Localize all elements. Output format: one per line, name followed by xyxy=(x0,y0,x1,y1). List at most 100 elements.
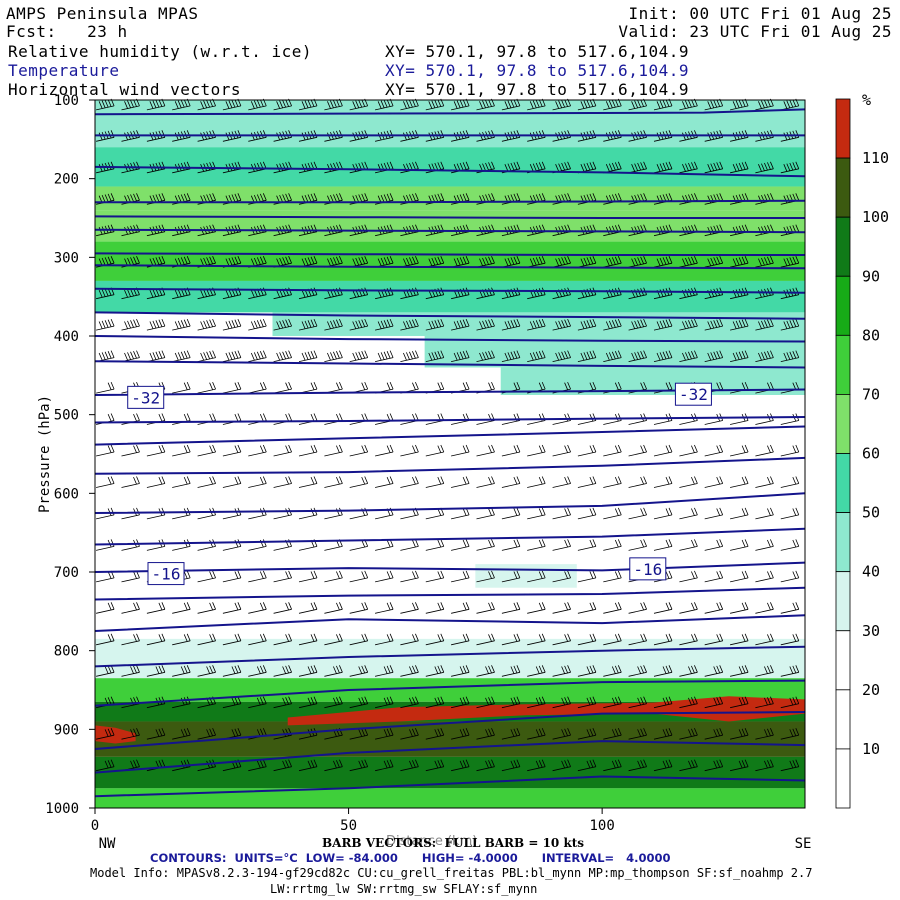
x-end-label-right: SE xyxy=(795,836,812,852)
header-init: Init: 00 UTC Fri 01 Aug 25 xyxy=(628,4,892,23)
wind-barb xyxy=(197,476,216,488)
isotherm-label-box-0 xyxy=(127,385,165,409)
wind-barb xyxy=(704,224,724,237)
wind-barb xyxy=(552,665,571,677)
wind-barb xyxy=(375,350,394,362)
isotherm-label-2: -16 xyxy=(152,565,181,584)
wind-barb xyxy=(603,633,622,646)
wind-barb xyxy=(400,98,419,111)
wind-barb xyxy=(628,98,647,111)
wind-barb xyxy=(577,224,597,237)
colorbar-unit: % xyxy=(862,91,871,109)
wind-barb xyxy=(197,602,216,614)
wind-barb xyxy=(603,444,622,457)
wind-barb xyxy=(679,602,698,614)
wind-barb xyxy=(755,665,774,677)
wind-barb xyxy=(197,318,216,331)
wind-barb xyxy=(755,633,774,646)
colorbar-label: 20 xyxy=(862,681,880,699)
wind-barb xyxy=(552,728,571,740)
wind-barb xyxy=(679,728,698,740)
wind-barb xyxy=(349,728,369,740)
wind-barb xyxy=(603,476,622,488)
wind-barb xyxy=(679,161,698,174)
wind-barb xyxy=(552,507,571,520)
wind-barb xyxy=(298,98,318,111)
wind-barb xyxy=(527,539,546,551)
wind-barb xyxy=(501,224,521,237)
wind-barb xyxy=(577,696,597,709)
rh-band-10 xyxy=(95,638,805,679)
wind-barb xyxy=(349,602,369,614)
isotherm-3 xyxy=(95,199,806,204)
wind-barb xyxy=(146,696,166,709)
wind-barb xyxy=(628,507,647,520)
wind-barb xyxy=(248,350,267,362)
wind-barb xyxy=(780,539,800,551)
wind-barb xyxy=(222,476,242,488)
wind-barb xyxy=(476,350,495,362)
wind-barb xyxy=(222,318,242,331)
wind-barb xyxy=(222,570,242,583)
wind-barb xyxy=(96,602,115,614)
wind-barb xyxy=(451,224,470,237)
wind-barb xyxy=(222,444,242,457)
wind-barb xyxy=(248,696,267,709)
wind-barb xyxy=(577,602,597,614)
wind-barb xyxy=(730,570,749,583)
wind-barb xyxy=(400,444,419,457)
wind-barb xyxy=(755,161,774,174)
wind-barb xyxy=(96,350,115,362)
rh-max-patch-0 xyxy=(287,696,805,726)
y-tick-label: 700 xyxy=(54,565,79,581)
wind-barb xyxy=(577,350,597,362)
wind-barb xyxy=(324,350,343,362)
wind-barb xyxy=(172,350,191,362)
wind-barb xyxy=(400,728,419,740)
wind-barb xyxy=(527,602,546,614)
wind-barb xyxy=(755,696,774,709)
wind-barb xyxy=(146,287,166,300)
wind-barb xyxy=(527,570,546,583)
wind-barb xyxy=(527,224,546,237)
wind-barb xyxy=(476,98,495,111)
wind-barb xyxy=(96,665,115,677)
wind-barb xyxy=(501,476,521,488)
wind-barb xyxy=(476,570,495,583)
wind-barb xyxy=(653,665,673,677)
wind-barb xyxy=(248,444,267,457)
wind-barb xyxy=(730,256,749,268)
wind-barb xyxy=(298,287,318,300)
wind-barb xyxy=(197,381,216,394)
wind-barb xyxy=(349,665,369,677)
wind-barb xyxy=(248,381,267,394)
wind-barb xyxy=(425,444,445,457)
wind-barb xyxy=(552,444,571,457)
wind-barb xyxy=(704,318,724,331)
colorbar-label: 110 xyxy=(862,149,889,167)
wind-barb xyxy=(96,476,115,488)
wind-barb xyxy=(628,539,647,551)
wind-barb xyxy=(375,224,394,237)
wind-barb xyxy=(298,696,318,709)
wind-barb xyxy=(476,444,495,457)
wind-barb xyxy=(324,318,343,331)
wind-barb xyxy=(172,602,191,614)
wind-barb xyxy=(780,98,800,111)
wind-barb xyxy=(679,98,698,111)
wind-barb xyxy=(730,161,749,174)
x-tick-label: 100 xyxy=(589,818,614,834)
wind-barb xyxy=(501,318,521,331)
wind-barb xyxy=(197,665,216,677)
y-tick-label: 300 xyxy=(54,250,79,266)
wind-barb xyxy=(248,287,267,300)
field-temp-xy: XY= 570.1, 97.8 to 517.6,104.9 xyxy=(385,61,689,80)
wind-barb xyxy=(653,728,673,740)
wind-barb xyxy=(704,633,724,646)
wind-barb xyxy=(527,256,546,268)
wind-barb xyxy=(324,570,343,583)
wind-barb xyxy=(527,476,546,488)
isotherm-5 xyxy=(94,228,806,234)
wind-barb xyxy=(451,256,470,268)
wind-barb xyxy=(349,161,369,174)
